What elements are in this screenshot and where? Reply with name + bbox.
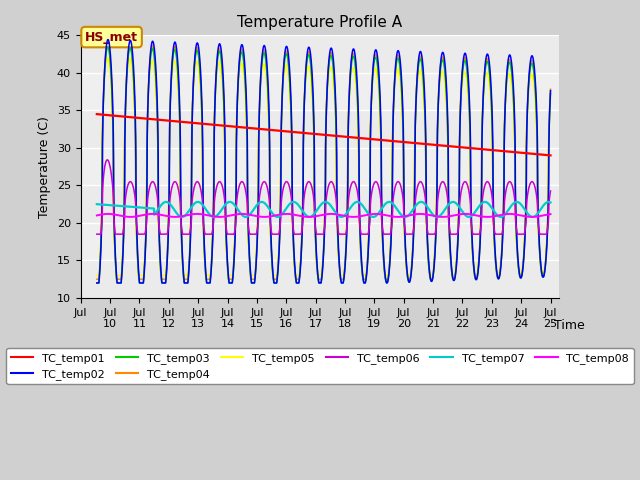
- TC_temp01: [547, 153, 554, 158]
- X-axis label: Time: Time: [554, 319, 584, 332]
- TC_temp06: [266, 220, 274, 226]
- TC_temp06: [175, 192, 183, 197]
- TC_temp01: [93, 111, 100, 117]
- Line: TC_temp03: TC_temp03: [97, 47, 550, 283]
- TC_temp08: [547, 211, 554, 217]
- Line: TC_temp05: TC_temp05: [97, 58, 550, 276]
- TC_temp03: [104, 44, 111, 50]
- Line: TC_temp06: TC_temp06: [97, 160, 550, 234]
- TC_temp05: [365, 221, 373, 227]
- TC_temp05: [431, 233, 439, 239]
- Bar: [81, 36, 559, 73]
- Line: TC_temp08: TC_temp08: [97, 214, 550, 217]
- TC_temp08: [327, 211, 335, 217]
- TC_temp01: [175, 119, 183, 124]
- TC_temp08: [266, 214, 274, 219]
- Bar: [81, 261, 559, 298]
- TC_temp04: [431, 237, 439, 242]
- TC_temp04: [104, 41, 111, 47]
- TC_temp07: [466, 214, 474, 220]
- TC_temp07: [547, 200, 554, 205]
- TC_temp02: [93, 280, 100, 286]
- TC_temp05: [175, 119, 183, 125]
- TC_temp04: [388, 198, 396, 204]
- TC_temp07: [431, 214, 439, 219]
- TC_temp01: [365, 136, 372, 142]
- TC_temp02: [431, 242, 439, 248]
- TC_temp06: [466, 195, 474, 201]
- Text: HS_met: HS_met: [85, 31, 138, 44]
- TC_temp01: [266, 127, 274, 133]
- TC_temp06: [388, 221, 396, 227]
- Line: TC_temp02: TC_temp02: [97, 39, 550, 283]
- TC_temp05: [466, 142, 474, 148]
- TC_temp03: [266, 217, 274, 223]
- TC_temp04: [175, 105, 183, 110]
- TC_temp07: [388, 200, 396, 206]
- Bar: [81, 185, 559, 223]
- Title: Temperature Profile A: Temperature Profile A: [237, 15, 403, 30]
- TC_temp03: [547, 91, 554, 96]
- TC_temp03: [175, 104, 183, 109]
- TC_temp07: [274, 214, 282, 220]
- TC_temp02: [466, 113, 474, 119]
- TC_temp02: [266, 208, 274, 214]
- Line: TC_temp04: TC_temp04: [97, 44, 550, 279]
- TC_temp08: [93, 213, 100, 218]
- TC_temp06: [93, 231, 100, 237]
- Line: TC_temp01: TC_temp01: [97, 114, 550, 156]
- Y-axis label: Temperature (C): Temperature (C): [38, 116, 51, 217]
- TC_temp01: [388, 138, 396, 144]
- TC_temp08: [349, 214, 357, 220]
- Line: TC_temp07: TC_temp07: [97, 202, 550, 217]
- TC_temp06: [365, 226, 373, 232]
- TC_temp02: [388, 210, 396, 216]
- TC_temp06: [104, 157, 111, 163]
- TC_temp08: [365, 212, 373, 217]
- TC_temp03: [466, 125, 474, 131]
- TC_temp07: [175, 213, 183, 219]
- TC_temp08: [432, 213, 440, 219]
- TC_temp01: [466, 145, 474, 151]
- TC_temp04: [266, 221, 274, 227]
- TC_temp03: [93, 280, 100, 286]
- TC_temp02: [175, 92, 183, 98]
- TC_temp08: [466, 211, 474, 217]
- TC_temp02: [547, 88, 554, 94]
- TC_temp05: [388, 192, 396, 198]
- TC_temp07: [545, 199, 552, 205]
- TC_temp05: [547, 96, 554, 102]
- TC_temp02: [104, 36, 112, 42]
- TC_temp03: [365, 228, 373, 234]
- TC_temp03: [388, 205, 396, 211]
- TC_temp07: [93, 201, 100, 207]
- TC_temp06: [547, 188, 554, 194]
- TC_temp06: [431, 229, 439, 235]
- TC_temp05: [104, 55, 111, 61]
- TC_temp04: [547, 86, 554, 92]
- TC_temp04: [365, 224, 373, 230]
- TC_temp04: [93, 276, 100, 282]
- TC_temp08: [175, 214, 183, 219]
- TC_temp08: [388, 214, 396, 219]
- TC_temp05: [93, 273, 100, 278]
- Legend: TC_temp01, TC_temp02, TC_temp03, TC_temp04, TC_temp05, TC_temp06, TC_temp07, TC_: TC_temp01, TC_temp02, TC_temp03, TC_temp…: [6, 348, 634, 384]
- TC_temp07: [365, 212, 373, 217]
- Bar: [81, 110, 559, 148]
- TC_temp03: [431, 240, 439, 245]
- TC_temp02: [365, 231, 373, 237]
- TC_temp04: [466, 127, 474, 133]
- TC_temp07: [266, 207, 274, 213]
- TC_temp01: [431, 142, 439, 148]
- TC_temp05: [266, 226, 274, 232]
